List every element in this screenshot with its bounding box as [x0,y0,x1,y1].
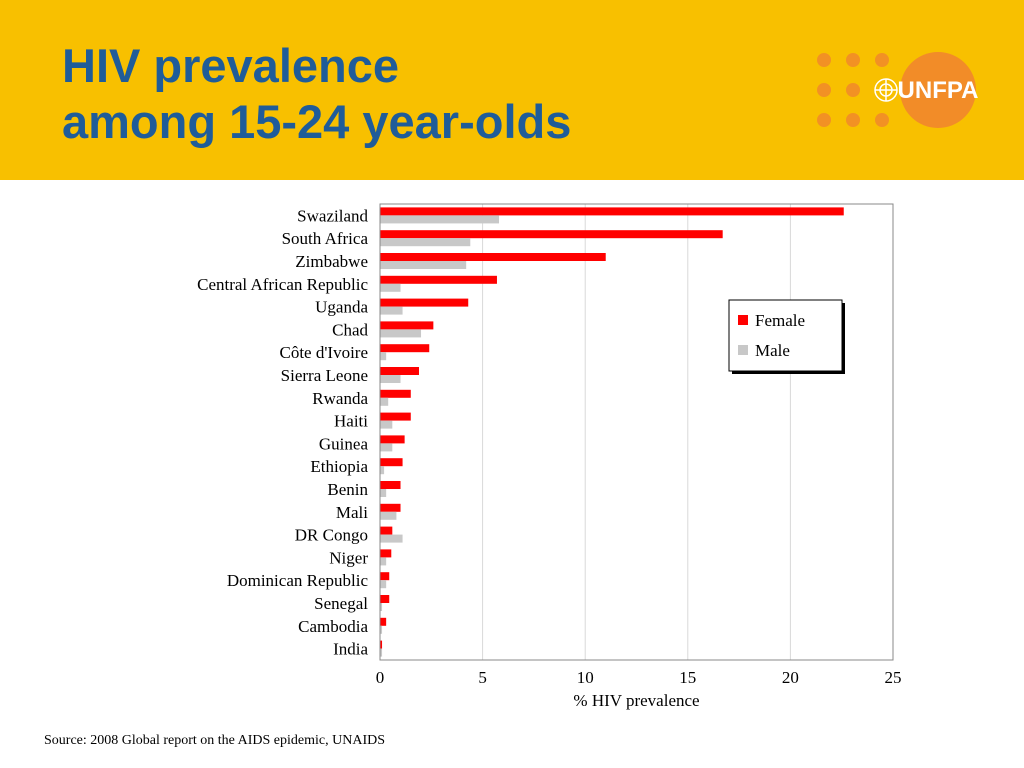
category-label: Chad [332,320,368,339]
x-tick-label: 20 [782,668,799,687]
page-title: HIV prevalence among 15-24 year-olds [62,38,571,150]
bar-female [380,503,401,512]
legend-label-male: Male [755,341,790,360]
bar-female [380,549,392,558]
bar-female [380,458,403,467]
bar-male [380,306,403,315]
bar-female [380,253,606,261]
x-tick-label: 5 [478,668,487,687]
bar-female [380,298,469,307]
category-label: Mali [336,503,368,522]
plot-area [380,204,893,660]
category-label: Central African Republic [197,275,368,294]
hiv-prevalence-bar-chart: 0 5 10 15 20 25 Swaziland South Africa Zimbabwe C… [197,203,902,710]
category-label: India [333,640,368,659]
bar-female [380,526,393,535]
x-tick-label: 0 [376,668,385,687]
category-label: Cambodia [298,617,368,636]
source-note: Source: 2008 Global report on the AIDS e… [44,733,385,748]
category-label: Niger [329,548,368,567]
bar-male [380,466,385,475]
x-tick-label: 25 [885,668,902,687]
legend-label-female: Female [755,311,805,330]
category-label: South Africa [282,229,369,248]
bar-male [380,215,500,224]
bar-male [380,625,383,634]
bar-female [380,572,390,581]
bar-male [380,648,383,657]
bar-female [380,435,405,444]
legend-swatch-male [738,345,748,355]
bar-male [380,329,422,338]
category-label: Sierra Leone [281,366,368,385]
x-tick-label: 15 [679,668,696,687]
bar-female [380,595,390,603]
bar-male [380,603,383,611]
bar-male [380,352,387,361]
category-label: Swaziland [297,206,368,225]
unfpa-logo: UNFPA [817,52,979,128]
bar-male [380,397,389,406]
plot-frame [379,203,894,661]
bar-female [380,230,723,239]
legend-swatch-female [738,315,748,325]
bar-male [380,420,393,429]
bar-female [380,321,434,330]
bar-female [380,481,401,489]
category-label: Dominican Republic [227,571,369,590]
legend-box [728,299,843,372]
category-label: Zimbabwe [295,252,368,271]
bar-male [380,511,397,520]
bar-female [380,640,383,649]
bar-female [380,344,430,353]
bar-male [380,580,387,589]
x-axis-title: % HIV prevalence [573,691,699,710]
bar-female [380,275,497,284]
title-line-1: HIV prevalence [62,39,400,92]
category-label: Guinea [319,434,369,453]
bar-female [380,207,844,216]
x-tick-label: 10 [577,668,594,687]
category-label: Côte d'Ivoire [279,343,368,362]
bar-male [380,283,401,292]
category-label: Ethiopia [310,457,368,476]
bar-female [380,389,411,398]
bar-female [380,412,411,421]
category-label: Senegal [314,594,368,613]
bar-male [380,534,403,543]
bar-male [380,375,401,383]
bar-male [380,489,387,497]
bar-male [380,557,387,566]
category-label: Rwanda [312,389,368,408]
bar-male [380,261,467,269]
category-label: DR Congo [295,526,368,545]
title-line-2: among 15-24 year-olds [62,95,572,148]
bar-female [380,617,387,626]
logo-text: UNFPA [898,77,979,104]
category-label: Benin [327,480,368,499]
header-banner: HIV prevalence among 15-24 year-olds UNF… [0,0,1024,180]
bar-male [380,443,393,452]
category-label: Haiti [334,412,368,431]
category-label: Uganda [315,298,368,317]
bar-female [380,367,419,375]
bar-male [380,238,471,247]
un-emblem-icon [874,78,898,102]
